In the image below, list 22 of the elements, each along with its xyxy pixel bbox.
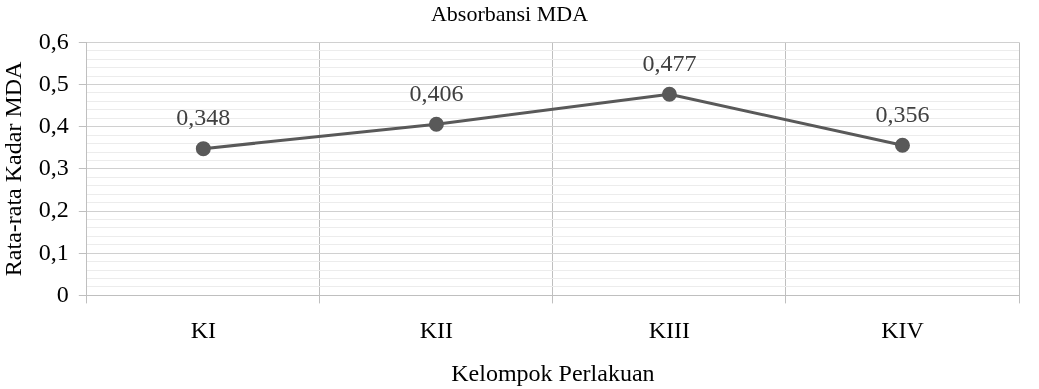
x-tick-label: KIII (648, 317, 691, 344)
chart-title: Absorbansi MDA (430, 0, 589, 26)
x-tick-label: KI (190, 317, 216, 344)
point (195, 141, 211, 157)
data-label: 0,406 (409, 79, 464, 106)
y-tick-label: 0 (56, 280, 69, 307)
data-label: 0,477 (642, 49, 697, 76)
x-tick-label: KIV (881, 317, 925, 344)
data-label: 0,356 (875, 100, 930, 127)
point (661, 86, 677, 102)
y-tick-label: 0,1 (38, 238, 69, 265)
point (428, 116, 444, 132)
data-label: 0,348 (176, 103, 231, 130)
x-axis-title: Kelompok Perlakuan (451, 359, 655, 386)
x-tick-label: KII (419, 317, 454, 344)
y-tick-label: 0,4 (38, 112, 69, 139)
point (894, 137, 910, 153)
y-tick-label: 0,2 (38, 196, 69, 223)
y-axis-title: Rata-rata Kadar MDA (0, 60, 26, 277)
y-tick-label: 0,6 (38, 27, 69, 54)
y-tick-label: 0,5 (38, 69, 69, 96)
y-tick-label: 0,3 (38, 154, 69, 181)
